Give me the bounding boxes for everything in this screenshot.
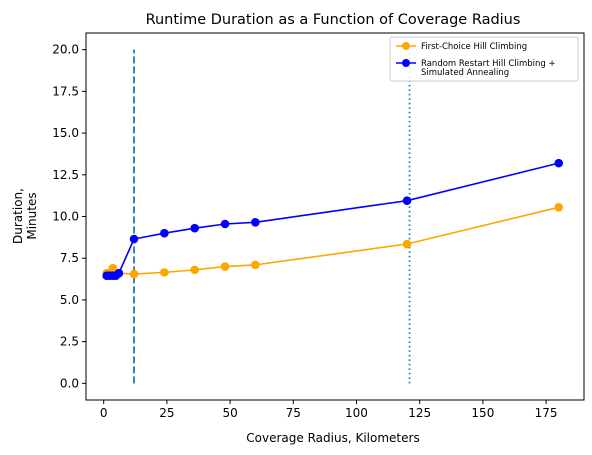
y-tick-label: 20.0: [52, 43, 79, 57]
y-axis-title-group: Duration, Minutes: [11, 188, 39, 244]
legend: First-Choice Hill Climbing Random Restart…: [389, 36, 579, 82]
y-tick-label: 12.5: [52, 168, 79, 182]
y-axis-title-line-1: Duration,: [11, 188, 25, 244]
legend-marker: [402, 59, 410, 67]
data-point: [402, 196, 412, 205]
data-point: [160, 268, 169, 277]
x-tick-label: 175: [535, 406, 558, 420]
series-line-0: [106, 206, 559, 275]
chart-title: Runtime Duration as a Function of Covera…: [146, 12, 521, 28]
plot-frame: [85, 32, 585, 401]
data-point: [220, 262, 230, 271]
legend-marker: [402, 42, 410, 50]
plot-area: 0 25 50 75 100 125 150 175 0.0 2.5 5.0 7.5 10.0 12.5 1…: [52, 32, 585, 420]
data-point: [129, 234, 139, 244]
y-axis-title-line-2: Minutes: [25, 192, 39, 239]
data-point: [251, 218, 260, 227]
data-point: [190, 265, 200, 275]
data-point: [554, 158, 564, 168]
x-tick-label: 100: [345, 406, 368, 420]
data-point: [220, 219, 230, 229]
data-point: [160, 228, 169, 238]
x-tick-label: 125: [408, 406, 431, 420]
x-axis-title: Coverage Radius, Kilometers: [246, 431, 419, 445]
x-tick-label: 50: [222, 406, 237, 420]
x-tick-label: 150: [471, 406, 494, 420]
x-tick-label: 25: [159, 406, 174, 420]
data-point: [251, 260, 260, 270]
data-point: [129, 269, 139, 279]
legend-label: Random Restart Hill Climbing +: [421, 59, 556, 69]
y-tick-label: 5.0: [60, 293, 79, 307]
data-point: [402, 239, 412, 249]
y-tick-label: 17.5: [52, 84, 79, 98]
series-line-1: [106, 162, 559, 277]
y-tick-label: 7.5: [60, 251, 79, 265]
data-point: [554, 203, 564, 212]
legend-label: Simulated Annealing: [421, 68, 509, 78]
x-tick-label: 0: [100, 406, 108, 420]
y-tick-label: 0.0: [60, 376, 79, 390]
y-tick-label: 2.5: [60, 335, 79, 349]
legend-label: First-Choice Hill Climbing: [421, 42, 527, 52]
legend-box: [389, 36, 579, 82]
data-point: [190, 223, 200, 233]
y-tick-label: 15.0: [52, 126, 79, 140]
data-point: [114, 268, 124, 278]
x-tick-label: 75: [286, 406, 301, 420]
y-tick-label: 10.0: [52, 210, 79, 224]
